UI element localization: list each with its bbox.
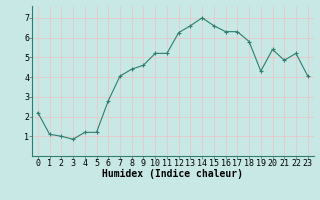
X-axis label: Humidex (Indice chaleur): Humidex (Indice chaleur) [102, 169, 243, 179]
